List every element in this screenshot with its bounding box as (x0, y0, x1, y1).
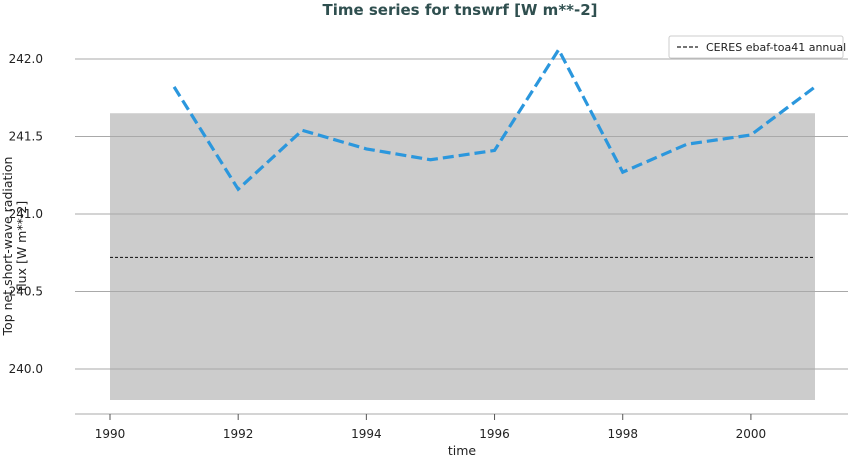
x-tick-label: 2000 (736, 427, 767, 441)
x-tick-label: 1990 (95, 427, 126, 441)
series-line (172, 46, 816, 192)
y-tick-label: 242.0 (9, 52, 43, 66)
y-tick-label: 240.5 (9, 285, 43, 299)
x-tick-label: 1992 (223, 427, 254, 441)
y-tick-label: 240.0 (9, 362, 43, 376)
x-tick-label: 1998 (607, 427, 638, 441)
x-tick-label: 1996 (479, 427, 510, 441)
x-tick-label: 1994 (351, 427, 382, 441)
legend: CERES ebaf-toa41 annual (668, 35, 846, 59)
y-tick-label: 241.5 (9, 130, 43, 144)
chart-title: Time series for tnswrf [W m**-2] (322, 1, 597, 19)
legend-box (668, 35, 844, 59)
y-axis-label-line1: Top net short-wave radiation (0, 157, 15, 337)
y-ticks: 240.0 240.5 241.0 241.5 242.0 (9, 52, 43, 376)
y-axis-label-line2: flux [W m**-2] (14, 201, 29, 291)
x-axis-label: time (448, 443, 477, 457)
x-ticks: 1990 1992 1994 1996 1998 2000 (95, 414, 766, 441)
y-tick-label: 241.0 (9, 207, 43, 221)
reference-band (110, 113, 815, 400)
legend-label: CERES ebaf-toa41 annual (706, 41, 846, 54)
y-axis-label: Top net short-wave radiation flux [W m**… (0, 157, 29, 337)
